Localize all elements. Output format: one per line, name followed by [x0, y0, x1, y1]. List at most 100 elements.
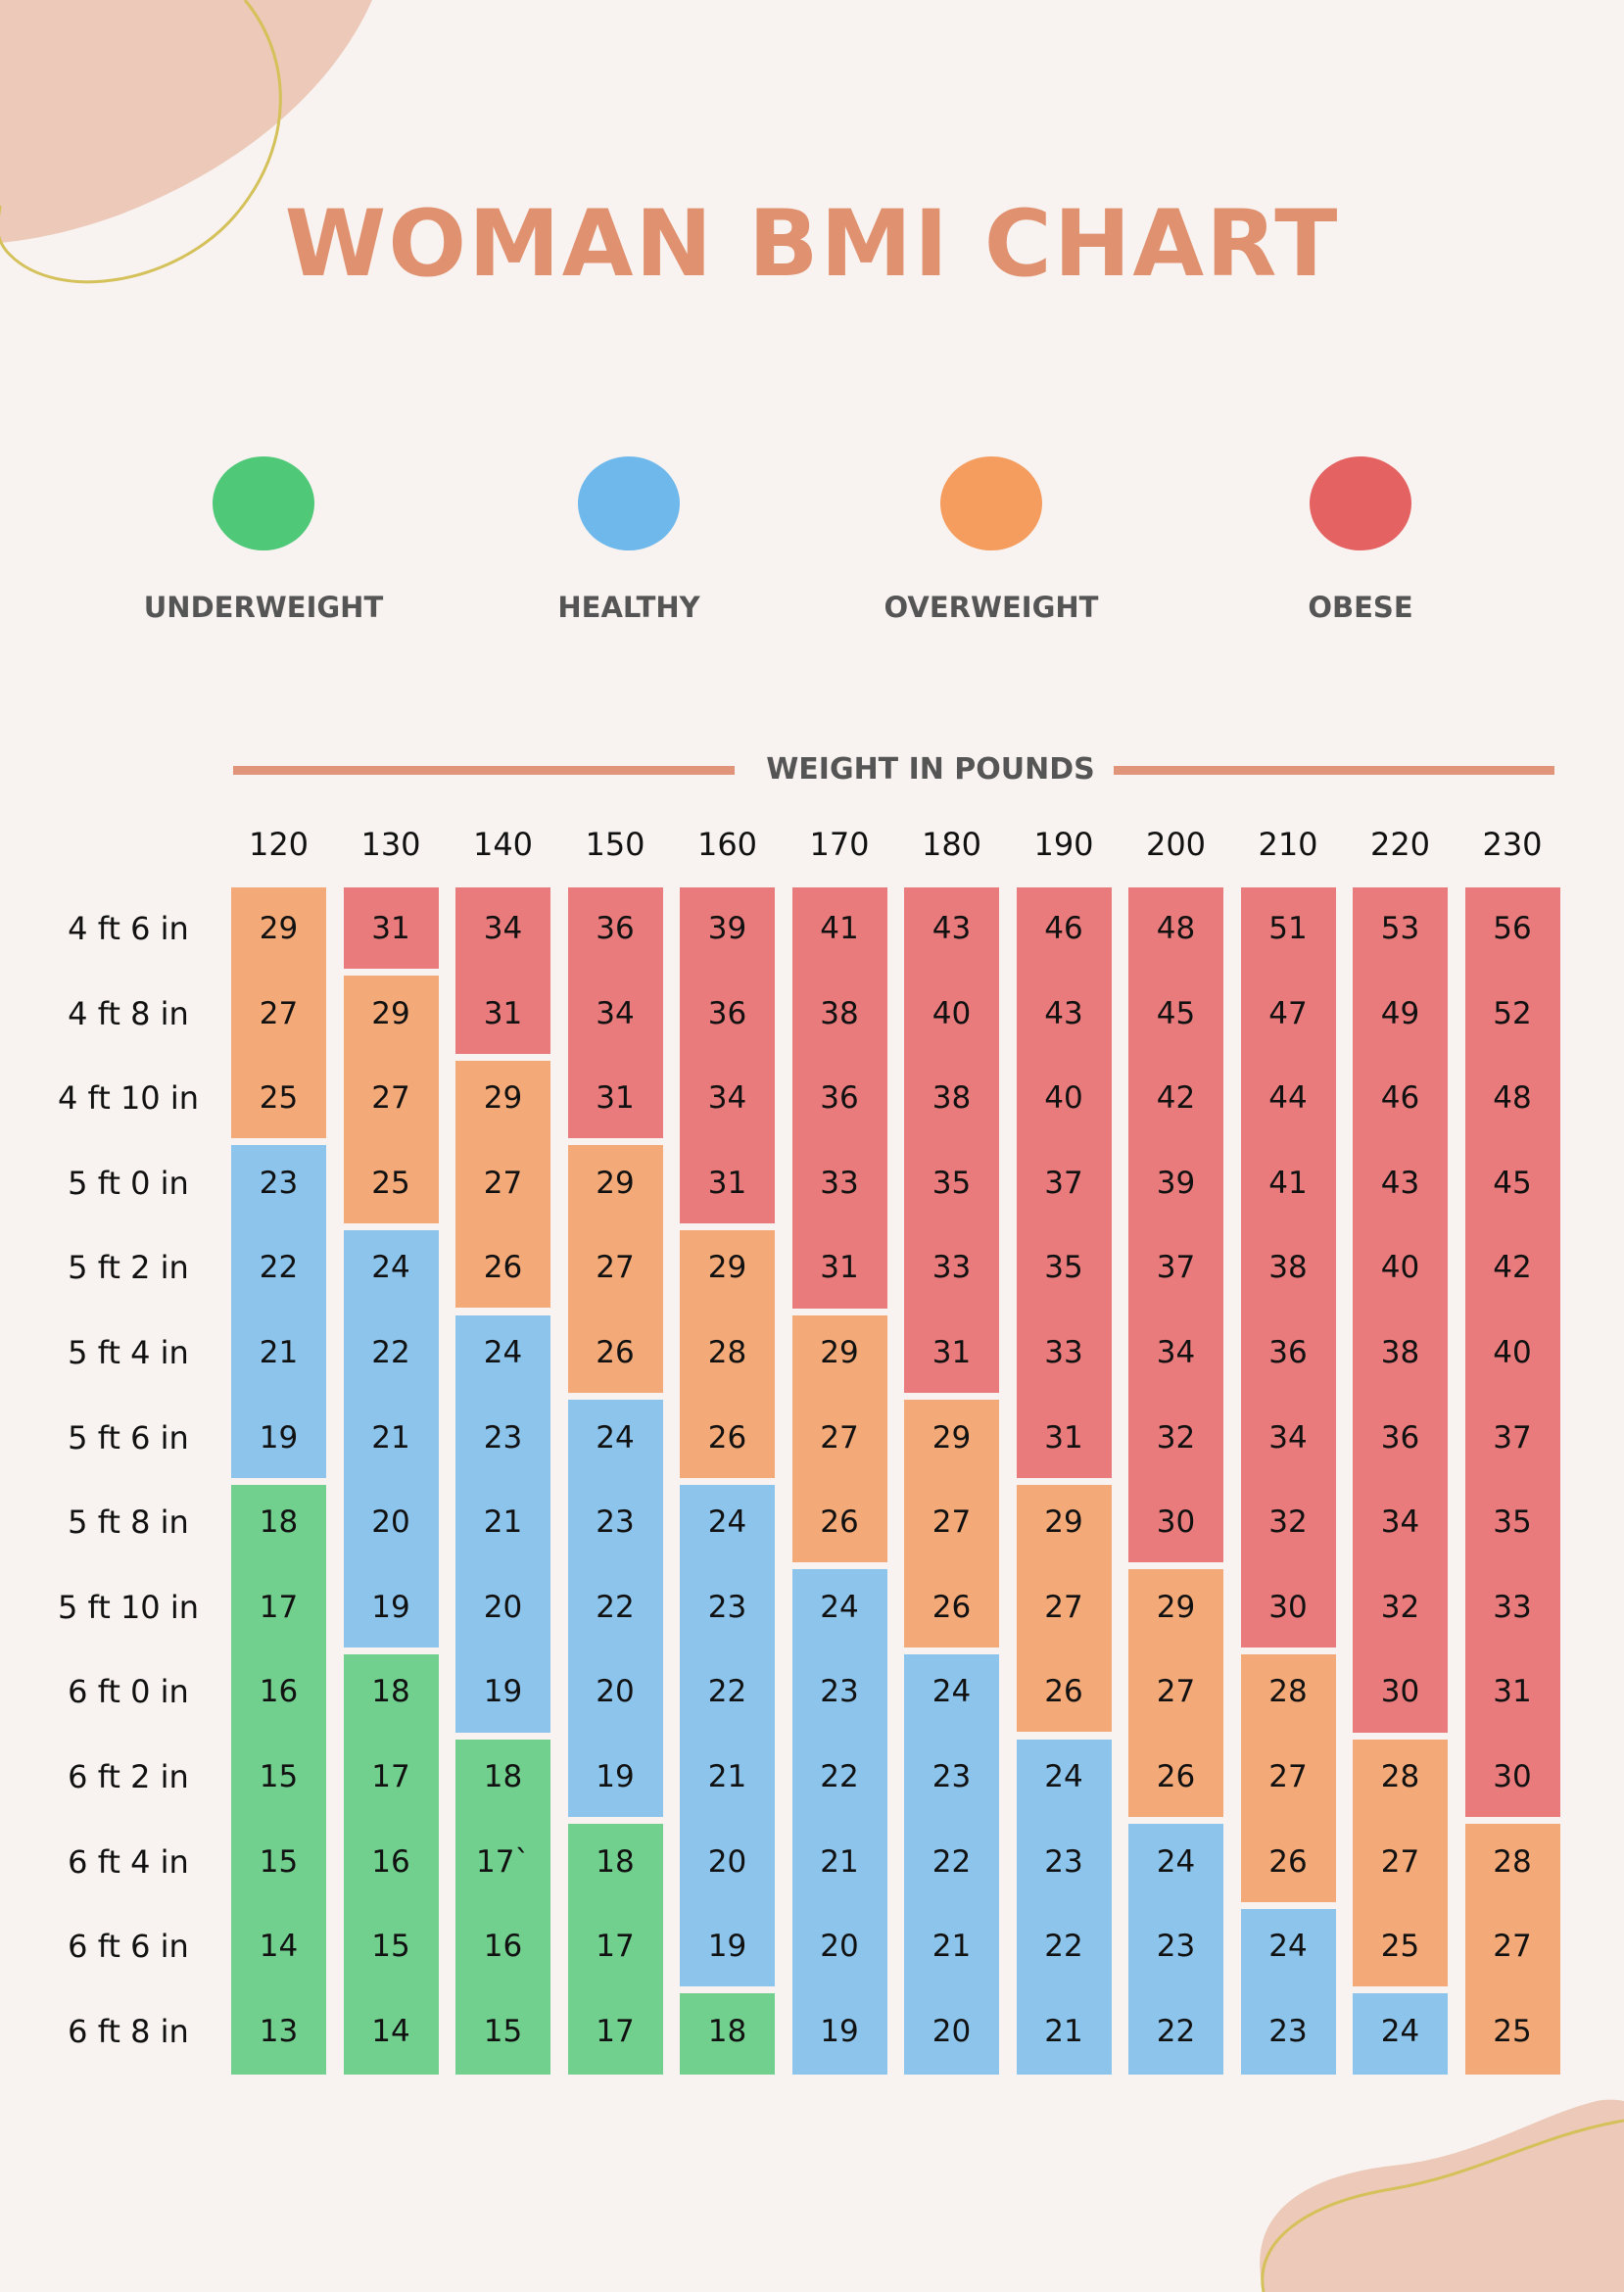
- bmi-cell: 24: [820, 1589, 859, 1625]
- bmi-cell: 22: [707, 1674, 747, 1710]
- bmi-cell: 23: [1044, 1843, 1083, 1880]
- bmi-cell: 19: [707, 1929, 747, 1965]
- bmi-cell: 43: [1380, 1165, 1420, 1201]
- category-block-over: [1016, 1484, 1112, 1733]
- category-block-healthy: [791, 1569, 887, 2076]
- row-label: 5 ft 10 in: [57, 1588, 199, 1626]
- bmi-cell: 36: [707, 995, 747, 1031]
- bmi-cell: 19: [820, 2013, 859, 2049]
- category-block-obese: [680, 887, 775, 1223]
- bmi-cell: 40: [1380, 1250, 1420, 1286]
- bmi-cell: 22: [371, 1335, 410, 1370]
- bmi-cell: 22: [820, 1759, 859, 1794]
- row-label: 6 ft 6 in: [68, 1928, 189, 1966]
- category-block-obese: [1128, 887, 1223, 1563]
- bmi-cell: 27: [371, 1080, 410, 1117]
- legend-dot-over: [940, 456, 1042, 550]
- bmi-cell: 47: [1268, 995, 1308, 1031]
- category-block-healthy: [1016, 1739, 1112, 2076]
- bmi-cell: 32: [1268, 1504, 1308, 1541]
- bmi-cell: 19: [483, 1674, 523, 1710]
- category-block-under: [231, 1484, 326, 2076]
- bmi-cell: 22: [259, 1250, 299, 1286]
- row-label: 5 ft 4 in: [68, 1334, 189, 1371]
- bmi-cell: 42: [1156, 1080, 1196, 1117]
- bmi-cell: 24: [1156, 1843, 1196, 1880]
- bmi-cell: 31: [820, 1250, 859, 1286]
- bmi-cell: 23: [259, 1165, 299, 1201]
- bmi-cell: 34: [483, 911, 523, 946]
- bmi-cell: 22: [596, 1589, 635, 1625]
- bmi-cell: 25: [1380, 1929, 1420, 1965]
- bmi-cell: 46: [1380, 1080, 1420, 1117]
- bmi-cell: 41: [820, 911, 859, 946]
- bmi-cell: 53: [1380, 911, 1420, 946]
- bmi-cell: 35: [1044, 1250, 1083, 1286]
- category-block-over: [1240, 1653, 1336, 1902]
- bmi-cell: 56: [1493, 911, 1532, 946]
- bmi-cell: 29: [483, 1080, 523, 1117]
- bmi-cell: 27: [1156, 1674, 1196, 1710]
- bmi-cell: 36: [820, 1080, 859, 1117]
- bmi-cell: 27: [259, 995, 299, 1031]
- bmi-cell: 25: [259, 1080, 299, 1117]
- bmi-cell: 16: [259, 1674, 299, 1710]
- bmi-cell: 30: [1156, 1504, 1196, 1541]
- bmi-cell: 21: [931, 1929, 972, 1965]
- bmi-cell: 28: [707, 1335, 747, 1370]
- bmi-cell: 31: [483, 995, 523, 1031]
- category-block-healthy: [1353, 1993, 1448, 2076]
- bmi-cell: 29: [1044, 1504, 1083, 1541]
- column-header: 170: [809, 826, 870, 863]
- bmi-cell: 15: [483, 2013, 523, 2049]
- legend-dot-obese: [1310, 456, 1411, 550]
- bmi-cell: 26: [931, 1589, 972, 1625]
- bmi-cell: 28: [1268, 1674, 1308, 1710]
- bmi-cell: 36: [1380, 1419, 1420, 1456]
- bmi-cell: 27: [1268, 1759, 1308, 1794]
- bmi-cell: 25: [1493, 2013, 1532, 2049]
- row-label: 4 ft 6 in: [68, 910, 189, 947]
- bmi-cell: 20: [931, 2013, 972, 2049]
- bmi-cell: 29: [931, 1419, 972, 1456]
- column-header: 160: [696, 826, 758, 863]
- bmi-cell: 40: [931, 995, 972, 1031]
- bmi-cell: 24: [371, 1250, 410, 1286]
- bmi-cell: 33: [931, 1250, 972, 1286]
- column-header: 230: [1482, 826, 1543, 863]
- bmi-cell: 17: [596, 2013, 635, 2049]
- bmi-cell: 34: [1156, 1335, 1196, 1370]
- legend-dot-healthy: [578, 456, 680, 550]
- bmi-cell: 29: [1156, 1589, 1196, 1625]
- bmi-cell: 43: [1044, 995, 1083, 1031]
- bmi-cell: 38: [931, 1080, 972, 1117]
- category-block-obese: [791, 887, 887, 1309]
- category-block-over: [680, 1229, 775, 1478]
- bmi-cell: 29: [596, 1165, 635, 1201]
- bmi-cell: 17: [596, 1929, 635, 1965]
- bmi-cell: 14: [259, 1929, 299, 1965]
- bmi-cell: 19: [596, 1759, 635, 1794]
- bmi-cell: 13: [259, 2013, 299, 2049]
- category-block-obese: [1353, 887, 1448, 1733]
- category-block-healthy: [455, 1314, 550, 1733]
- bmi-cell: 40: [1044, 1080, 1083, 1117]
- bmi-cell: 15: [259, 1759, 299, 1794]
- category-block-over: [455, 1060, 550, 1309]
- bmi-cell: 22: [931, 1843, 972, 1880]
- category-block-under: [567, 1824, 663, 2076]
- bmi-cell: 24: [1044, 1759, 1083, 1794]
- bmi-cell: 18: [596, 1843, 635, 1880]
- bmi-cell: 27: [1380, 1843, 1420, 1880]
- bmi-cell: 44: [1268, 1080, 1308, 1117]
- bmi-cell: 15: [259, 1843, 299, 1880]
- row-label: 6 ft 4 in: [68, 1842, 189, 1881]
- category-block-under: [343, 1653, 439, 2076]
- bmi-cell: 32: [1380, 1589, 1420, 1625]
- bmi-cell: 25: [371, 1165, 410, 1201]
- bmi-cell: 30: [1268, 1589, 1308, 1625]
- bmi-cell: 21: [483, 1504, 523, 1541]
- bmi-cell: 20: [483, 1589, 523, 1625]
- bmi-cell: 17`: [476, 1843, 530, 1880]
- category-block-healthy: [1128, 1824, 1223, 2076]
